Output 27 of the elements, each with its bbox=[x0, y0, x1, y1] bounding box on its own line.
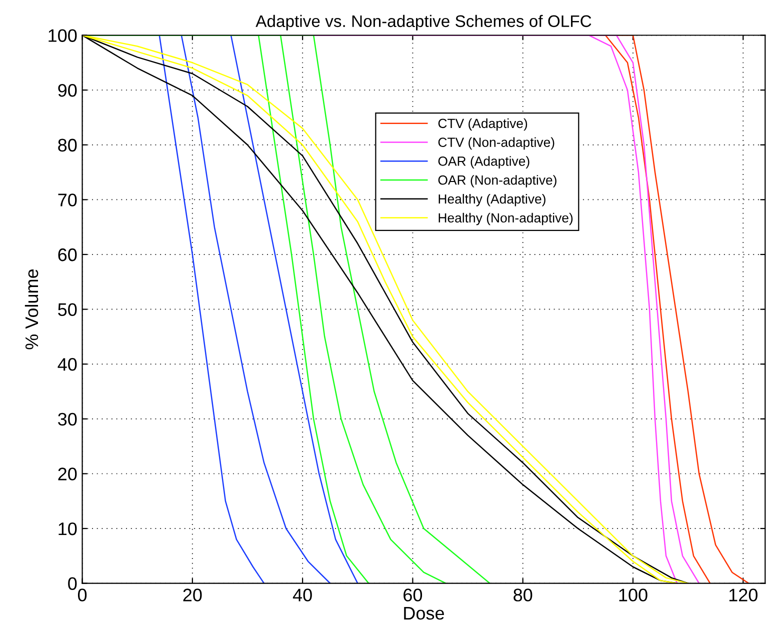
legend-label: Healthy (Non-adaptive) bbox=[438, 212, 573, 226]
x-tick-label: 20 bbox=[183, 588, 202, 602]
y-tick-label: 70 bbox=[58, 194, 77, 206]
y-tick-label: 10 bbox=[58, 522, 77, 536]
legend-label: CTV (Non-adaptive) bbox=[438, 137, 554, 150]
legend-label: OAR (Non-adaptive) bbox=[438, 175, 556, 188]
y-tick-label: 100 bbox=[48, 29, 77, 42]
x-tick-label: 120 bbox=[729, 588, 758, 602]
x-tick-label: 60 bbox=[404, 588, 422, 602]
x-tick-label: 80 bbox=[514, 588, 532, 602]
chart-title: Adaptive vs. Non-adaptive Schemes of OLFC bbox=[256, 14, 592, 30]
y-tick-label: 50 bbox=[58, 303, 77, 316]
x-axis-title: Dose bbox=[404, 607, 444, 620]
x-tick-label: 40 bbox=[292, 588, 312, 602]
x-tick-label: 0 bbox=[78, 588, 87, 602]
y-tick-label: 0 bbox=[68, 577, 77, 590]
legend-label: Healthy (Adaptive) bbox=[438, 194, 546, 206]
x-tick-label: 100 bbox=[619, 588, 648, 602]
y-tick-label: 30 bbox=[58, 412, 77, 426]
legend-label: CTV (Adaptive) bbox=[438, 118, 528, 131]
y-tick-label: 60 bbox=[58, 248, 77, 262]
y-tick-label: 40 bbox=[58, 358, 77, 371]
y-axis-title: % Volume bbox=[24, 269, 38, 350]
legend-label: OAR (Adaptive) bbox=[438, 156, 530, 168]
y-tick-label: 80 bbox=[58, 138, 77, 152]
y-tick-label: 90 bbox=[58, 84, 77, 97]
y-tick-label: 20 bbox=[58, 468, 77, 480]
